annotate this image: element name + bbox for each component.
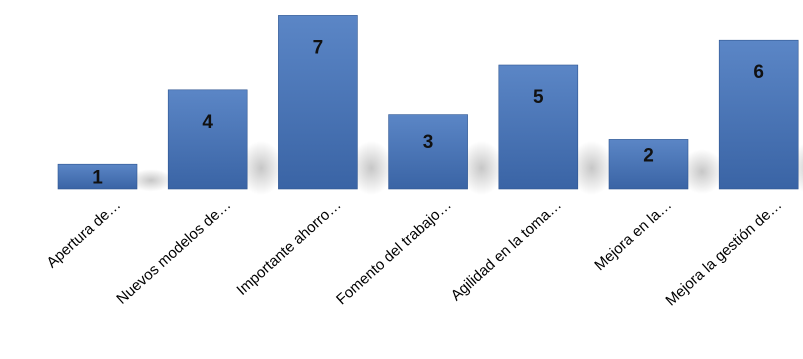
data-label-4: 3 [423,132,434,153]
category-labels-group: Apertura de…Nuevos modelos de… Importante… [43,196,785,309]
bar-shadow [569,141,614,195]
category-label-1: Apertura de… [43,196,124,271]
data-label-7: 6 [753,62,764,83]
bar-2 [167,89,248,190]
bar-6 [608,139,689,190]
data-label-6: 2 [643,146,654,167]
bar-shadow [129,169,173,192]
bar-shadow [349,141,394,195]
data-label-3: 7 [313,37,324,58]
category-label-5: Agilidad en la toma… [448,196,565,304]
bar-shadow [459,141,504,195]
bar-shadow [680,149,724,194]
category-label-4: Fomento del trabajo… [333,196,455,308]
category-label-6: Mejora en la… [591,196,675,274]
data-label-2: 4 [202,112,213,133]
bar-5 [498,64,579,190]
bar-7 [718,39,799,190]
bar-4 [388,114,468,190]
bar-1 [57,163,138,190]
data-label-1: 1 [92,168,103,189]
data-labels-group: 1 4 7 3 5 2 6 [92,37,764,188]
bar-3 [278,15,358,190]
category-label-2: Nuevos modelos de… [113,196,234,307]
category-label-3: Importante ahorro… [233,196,344,298]
category-label-7: Mejora la gestión de… [662,196,785,309]
bar-shadow [239,141,284,195]
data-label-5: 5 [533,87,544,108]
bars-group [57,15,799,190]
